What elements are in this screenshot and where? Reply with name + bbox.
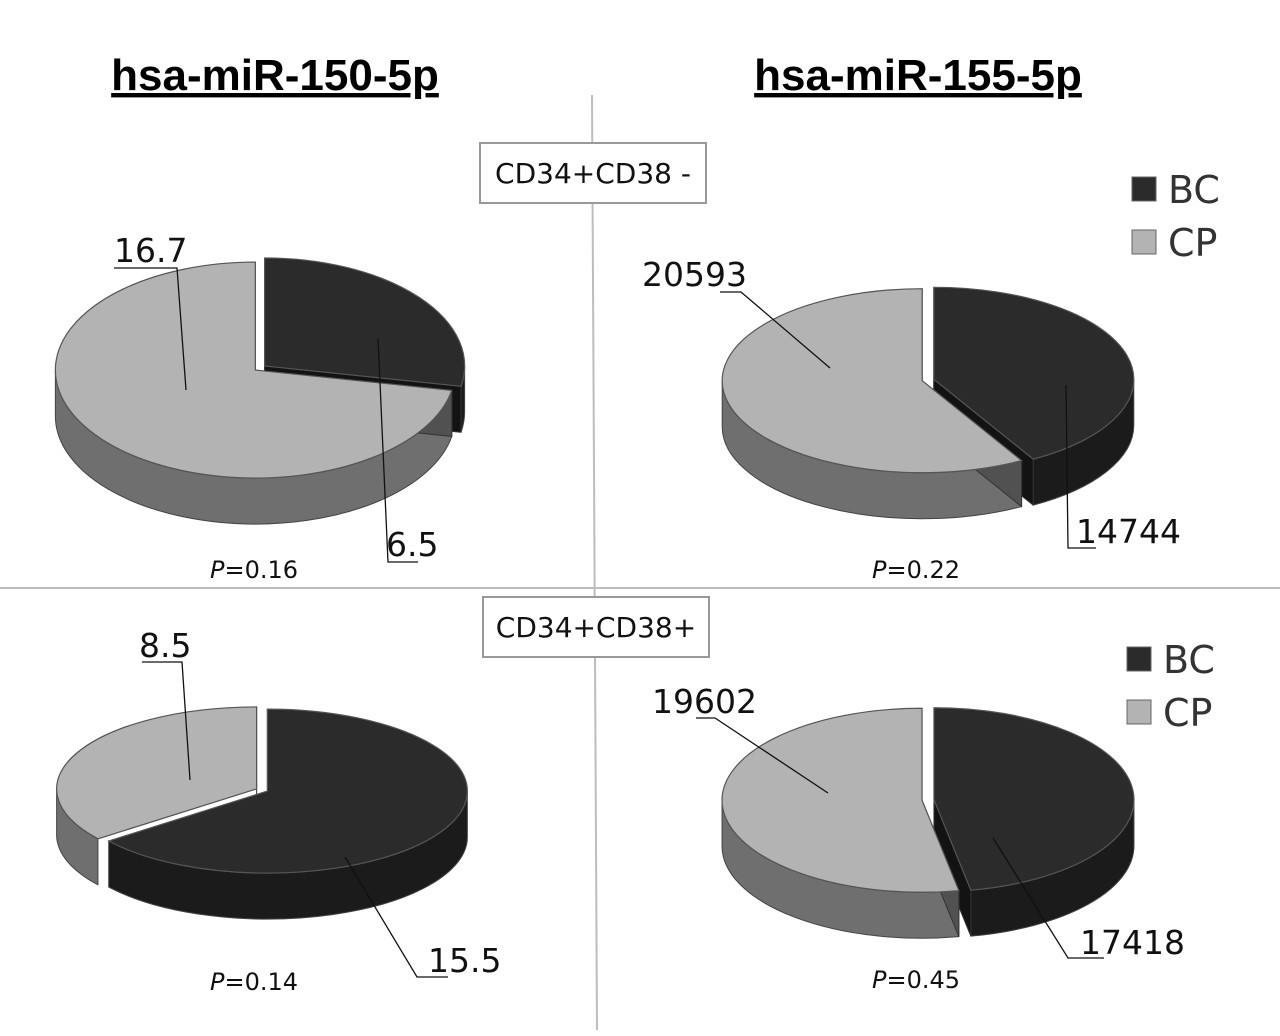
leader-line-bc: [992, 837, 1104, 959]
pie-slice-bc: [933, 286, 1135, 460]
leader-line-cp: [696, 717, 829, 794]
p-value: P=0.14: [210, 968, 298, 996]
legend-swatch-bc: [1126, 646, 1152, 672]
data-label-bc: 15.5: [428, 941, 501, 980]
legend-swatch-bc: [1131, 176, 1157, 202]
data-label-bc: 6.5: [386, 525, 438, 564]
pie-slice-cp: [721, 707, 960, 893]
leader-line-cp: [142, 661, 191, 781]
column-title-left: hsa-miR-150-5p: [111, 51, 439, 100]
legend-top: BC CP: [1131, 168, 1220, 265]
pie-chart-mir155-cd38pos: 17418 19602 P=0.45: [652, 682, 1185, 994]
pie-slice-bc: [107, 708, 468, 874]
group-label-bottom: CD34+CD38+: [496, 611, 696, 644]
group-label-box-top: [479, 142, 707, 204]
column-title-right: hsa-miR-155-5p: [754, 51, 1082, 100]
pie-slice-bc: [264, 257, 466, 387]
group-label-top: CD34+CD38 -: [495, 157, 691, 190]
p-value: P=0.22: [872, 556, 960, 584]
data-label-cp: 8.5: [139, 626, 191, 665]
data-label-bc: 17418: [1080, 923, 1185, 962]
pie-chart-mir150-cd38neg: 6.5 16.7 P=0.16: [54, 231, 466, 584]
legend-label-bc: BC: [1163, 638, 1215, 682]
legend-label-cp: CP: [1163, 691, 1212, 735]
data-label-cp: 19602: [652, 682, 757, 721]
group-label-box-bottom: [482, 596, 710, 658]
pie-slice-cp: [56, 706, 258, 840]
legend-label-cp: CP: [1168, 221, 1217, 265]
data-label-cp: 16.7: [114, 231, 187, 270]
pie-chart-mir155-cd38neg: 14744 20593 P=0.22: [642, 255, 1181, 584]
leader-line-cp: [114, 267, 187, 391]
leader-line-bc: [1065, 384, 1096, 549]
leader-line-bc: [377, 337, 418, 563]
p-value: P=0.45: [872, 966, 960, 994]
legend-label-bc: BC: [1168, 168, 1220, 212]
leader-line-cp: [720, 291, 831, 369]
data-label-cp: 20593: [642, 255, 747, 294]
vertical-divider: [591, 94, 598, 1031]
data-label-bc: 14744: [1076, 512, 1181, 551]
legend-swatch-cp: [1126, 699, 1152, 725]
p-value: P=0.16: [210, 556, 298, 584]
pie-chart-mir150-cd38pos: 15.5 8.5 P=0.14: [56, 626, 501, 996]
leader-line-bc: [344, 856, 448, 978]
pie-slice-cp: [721, 288, 1023, 474]
pie-slice-cp: [54, 261, 453, 479]
legend-bottom: BC CP: [1126, 638, 1215, 735]
legend-swatch-cp: [1131, 229, 1157, 255]
pie-slice-bc: [933, 707, 1135, 891]
